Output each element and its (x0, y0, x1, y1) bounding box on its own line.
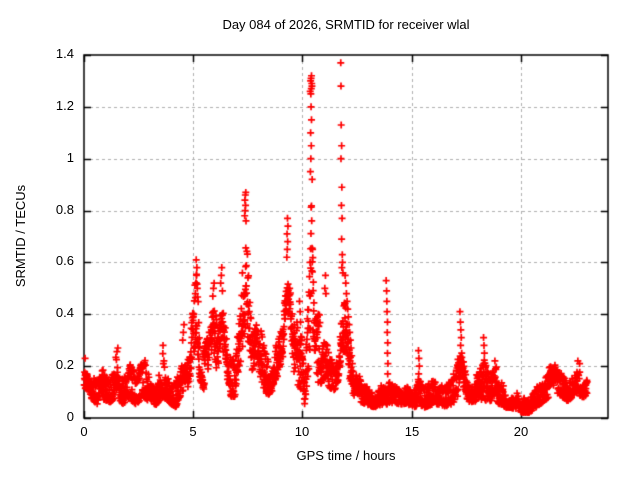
x-tick-label-0: 0 (80, 424, 88, 439)
chart-title: Day 084 of 2026, SRMTID for receiver wla… (222, 17, 470, 32)
y-tick-label-0p4: 0.4 (55, 305, 74, 320)
y-tick-label-1p4: 1.4 (55, 46, 74, 61)
x-tick-label-10: 10 (294, 424, 310, 439)
x-tick-label-15: 15 (404, 424, 420, 439)
y-tick-label-1: 1 (66, 150, 74, 165)
y-tick-label-0p2: 0.2 (55, 357, 74, 372)
x-axis-label: GPS time / hours (296, 448, 396, 463)
x-tick-label-5: 5 (189, 424, 197, 439)
y-tick-label-0p6: 0.6 (55, 253, 74, 268)
x-tick-label-20: 20 (513, 424, 529, 439)
y-tick-label-1p2: 1.2 (55, 98, 74, 113)
y-tick-label-0: 0 (66, 409, 74, 424)
y-tick-label-0p8: 0.8 (55, 202, 74, 217)
y-axis-label: SRMTID / TECUs (13, 184, 28, 288)
